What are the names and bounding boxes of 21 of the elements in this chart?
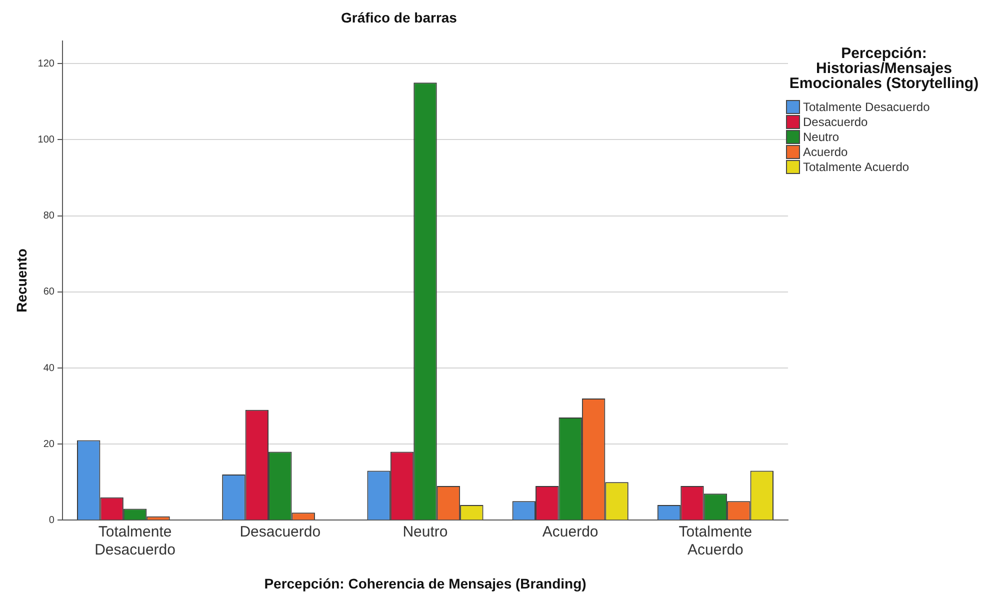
y-tick-label: 0 <box>48 514 55 526</box>
legend-label: Neutro <box>803 130 840 144</box>
x-tick-label: Totalmente Desacuerdo <box>94 523 176 558</box>
legend-label: Totalmente Desacuerdo <box>803 100 930 114</box>
y-tick-label: 20 <box>43 438 55 450</box>
y-tick-label: 120 <box>38 58 55 70</box>
legend-label: Acuerdo <box>803 144 848 158</box>
x-tick-label: Desacuerdo <box>240 523 321 540</box>
y-tick-label: 100 <box>38 134 55 146</box>
y-tick-label: 40 <box>43 362 55 374</box>
legend-label: Totalmente Acuerdo <box>803 160 910 174</box>
x-axis-title: Percepción: Coherencia de Mensajes (Branding) <box>264 575 586 592</box>
chart-title: Gráfico de barras <box>341 9 458 26</box>
y-tick-label: 60 <box>43 286 55 298</box>
legend-label: Desacuerdo <box>803 114 868 128</box>
y-axis-title: Recuento <box>13 248 30 312</box>
x-tick-label: Acuerdo <box>542 523 598 540</box>
x-tick-label: Neutro <box>402 523 448 540</box>
legend-title: Percepción: Historias/Mensajes Emocionales (Storytelling) <box>788 45 980 92</box>
y-tick-label: 80 <box>43 210 55 222</box>
x-tick-label: Totalmente Acuerdo <box>678 523 752 558</box>
